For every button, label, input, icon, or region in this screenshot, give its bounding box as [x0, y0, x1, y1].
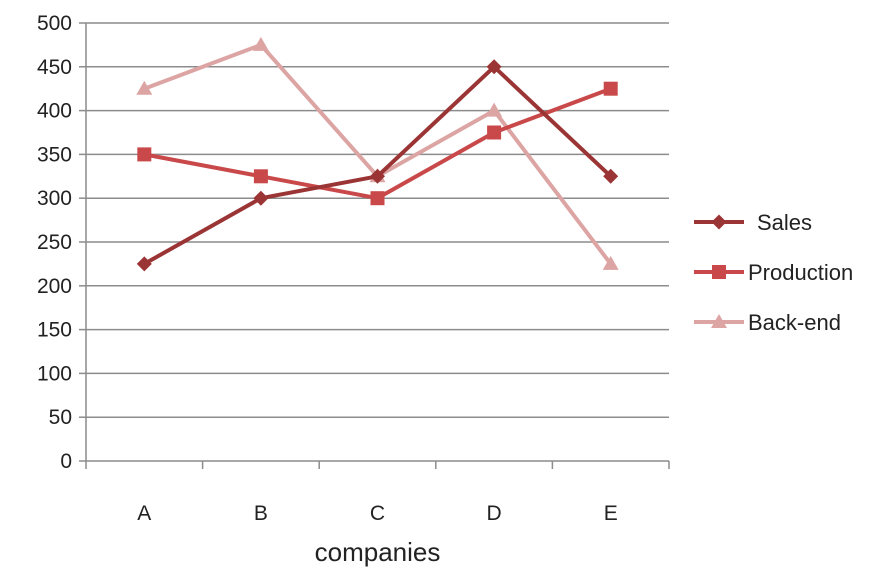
legend-item: Production	[694, 260, 853, 285]
legend-label: Sales	[757, 210, 812, 235]
legend-marker	[711, 314, 727, 328]
x-tick-label: A	[137, 502, 151, 525]
legend-marker	[711, 214, 727, 230]
x-axis-title: companies	[315, 537, 441, 567]
data-point	[137, 147, 152, 162]
data-point	[487, 125, 502, 140]
tick-labels: 0 50 100 150 200 250 300 350 400 450 500 A B C D E	[37, 12, 618, 525]
y-tick-label: 150	[37, 319, 72, 342]
series-back-end	[136, 36, 619, 270]
legend-label: Production	[748, 260, 853, 285]
y-tick-label: 250	[37, 231, 72, 254]
series-layer	[136, 36, 619, 272]
legend-label: Back-end	[748, 310, 841, 335]
x-tick-label: E	[604, 502, 618, 525]
y-tick-label: 350	[37, 143, 72, 166]
data-point	[486, 102, 503, 117]
legend-item: Back-end	[694, 310, 841, 335]
legend-item: Sales	[694, 210, 812, 235]
data-point	[603, 81, 618, 96]
y-tick-label: 400	[37, 100, 72, 123]
y-tick-label: 50	[49, 406, 72, 429]
data-point	[370, 168, 385, 184]
y-tick-label: 450	[37, 56, 72, 79]
x-tick-label: C	[370, 502, 385, 525]
data-point	[603, 168, 619, 184]
data-point	[253, 190, 269, 206]
y-tick-label: 0	[60, 450, 72, 473]
series-sales	[136, 59, 619, 272]
legend-marker	[712, 265, 726, 279]
axes	[79, 22, 670, 469]
y-tick-label: 200	[37, 275, 72, 298]
data-point	[602, 255, 619, 270]
y-tick-label: 300	[37, 187, 72, 210]
data-point	[253, 169, 268, 184]
x-tick-label: B	[254, 502, 268, 525]
data-point	[136, 256, 152, 272]
gridlines	[86, 22, 669, 418]
y-tick-label: 100	[37, 362, 72, 385]
y-tick-label: 500	[37, 12, 72, 35]
legend: Sales Production Back-end	[694, 210, 853, 335]
data-point	[136, 80, 153, 95]
x-tick-label: D	[487, 502, 502, 525]
series-line	[143, 64, 613, 266]
series-production	[137, 81, 618, 206]
data-point	[486, 59, 502, 75]
data-point	[370, 191, 385, 206]
data-point	[252, 36, 269, 51]
